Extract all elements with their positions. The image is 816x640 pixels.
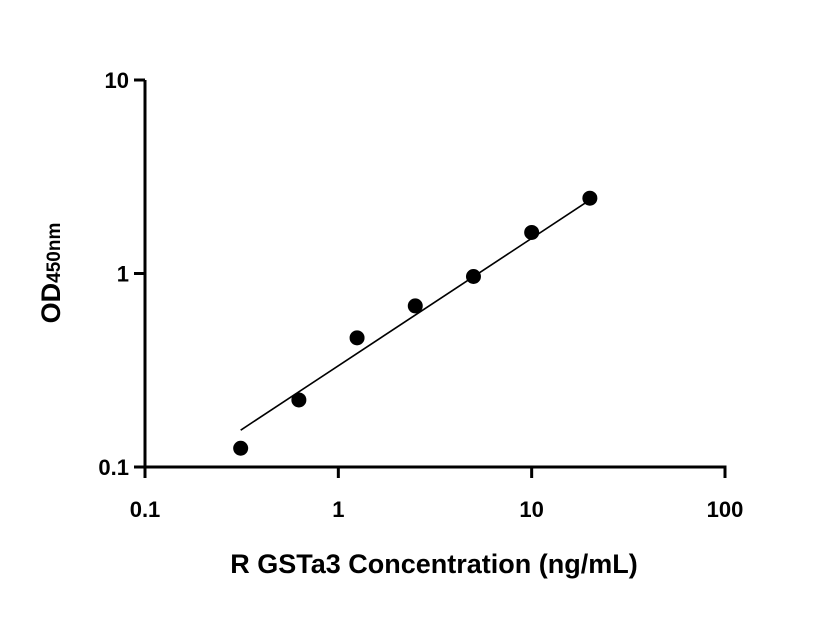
data-point bbox=[524, 224, 540, 240]
x-tick-label: 10 bbox=[519, 497, 543, 522]
y-tick-label: 0.1 bbox=[98, 455, 129, 480]
axes bbox=[143, 80, 727, 469]
x-tick-label: 100 bbox=[707, 497, 744, 522]
y-tick-label: 10 bbox=[105, 68, 129, 93]
data-point bbox=[349, 330, 365, 346]
data-point bbox=[582, 190, 598, 206]
x-tick-label: 0.1 bbox=[130, 497, 161, 522]
x-axis-title: R GSTa3 Concentration (ng/mL) bbox=[230, 549, 638, 579]
y-tick-label: 1 bbox=[117, 262, 129, 287]
data-points bbox=[233, 190, 598, 456]
y-axis-ticks: 0.1 1 10 bbox=[98, 68, 145, 480]
y-axis-title: OD450nm bbox=[36, 223, 66, 324]
x-tick-label: 1 bbox=[332, 497, 344, 522]
x-axis-ticks: 0.1 1 10 100 bbox=[130, 467, 744, 522]
y-axis-title-subscript: 450nm bbox=[44, 223, 65, 283]
data-point bbox=[233, 440, 249, 456]
data-point bbox=[407, 298, 423, 314]
y-axis-title-main: OD bbox=[36, 283, 66, 324]
data-point bbox=[291, 392, 307, 408]
data-point bbox=[465, 268, 481, 284]
